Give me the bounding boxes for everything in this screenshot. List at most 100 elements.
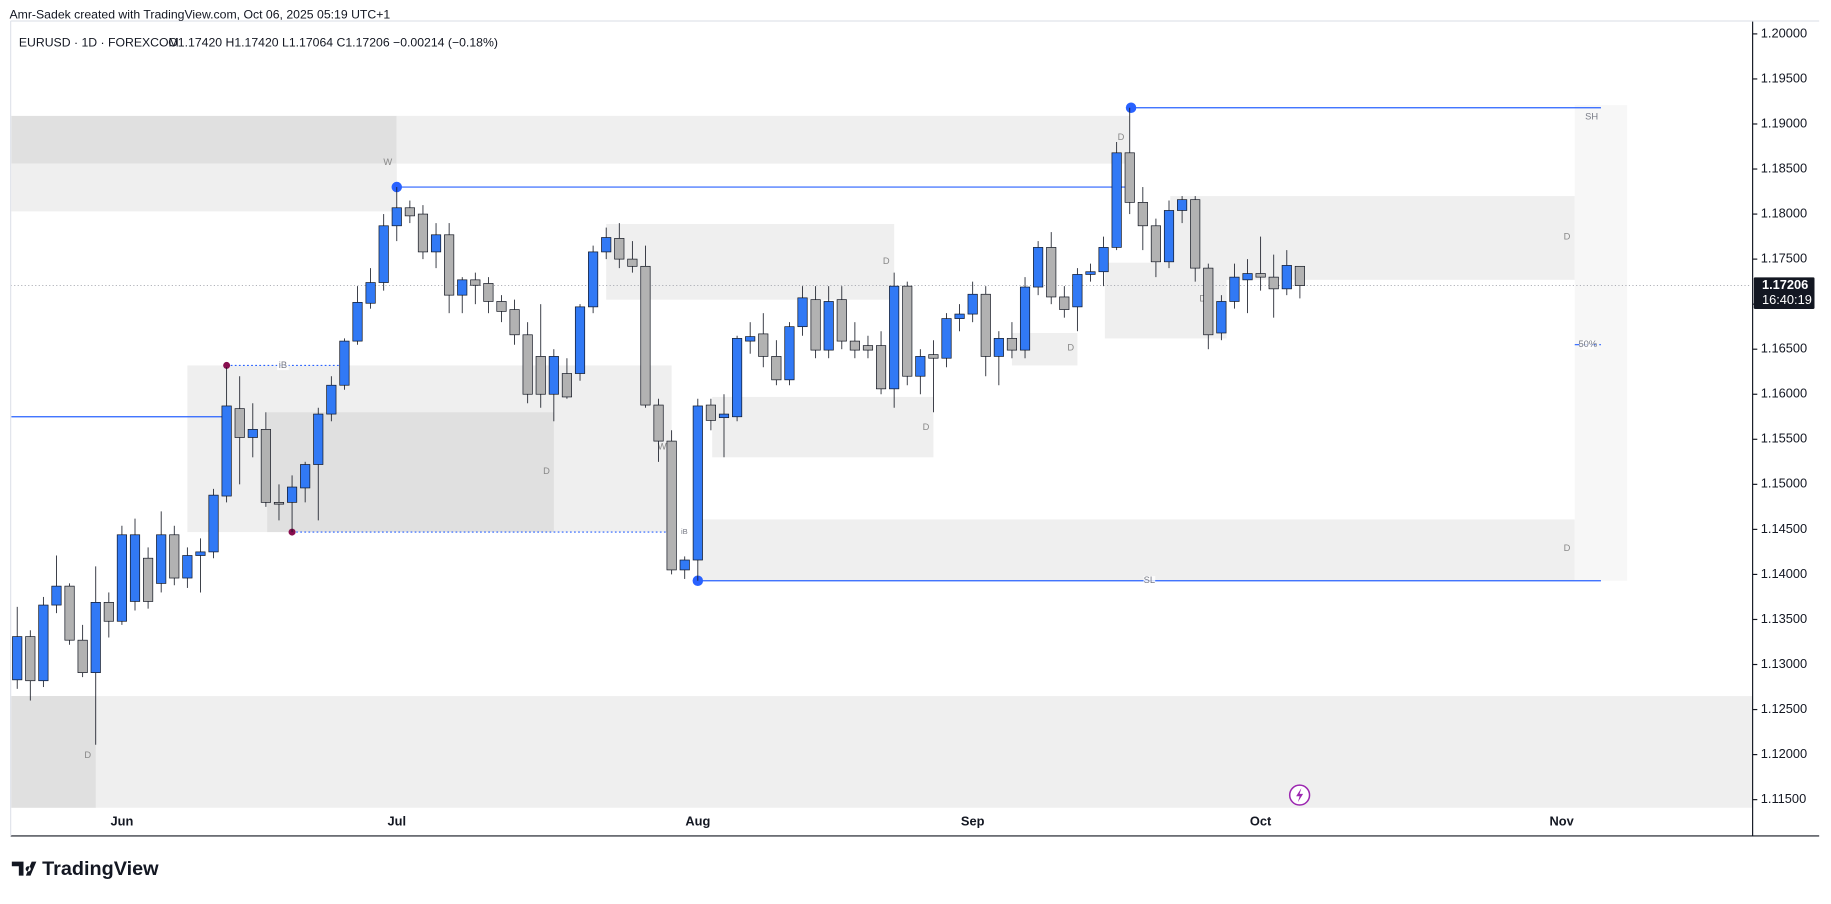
lightning-icon[interactable]: [1288, 784, 1311, 806]
candle-body: [640, 265, 651, 406]
candle-body: [692, 405, 703, 561]
y-tick-label: 1.18000: [1761, 205, 1807, 220]
x-tick-label: Sep: [961, 813, 985, 828]
candle-body: [1033, 247, 1044, 288]
candle-body: [614, 238, 625, 260]
candle-body: [1190, 199, 1201, 269]
candle-body: [1268, 276, 1279, 290]
candle-body: [103, 602, 114, 622]
level-label-bg: [1582, 340, 1594, 350]
candle-body: [1281, 265, 1292, 290]
candle-body: [444, 234, 455, 296]
brand-logo: [11, 861, 37, 876]
zone: [712, 396, 934, 458]
candle-body: [313, 413, 324, 465]
zone: [11, 696, 1753, 808]
ohlc: O1.17420 H1.17420 L1.17064 C1.17206 −0.0…: [168, 35, 498, 49]
brand: TradingView: [11, 858, 159, 880]
candle-body: [902, 285, 913, 377]
x-tick-label: Jun: [111, 813, 134, 828]
candle-body: [208, 494, 219, 553]
candle-body: [51, 585, 62, 606]
zone: [11, 696, 96, 808]
candle-body: [64, 585, 75, 641]
candle-body: [1046, 247, 1057, 298]
y-tick-label: 1.14000: [1761, 566, 1807, 581]
candle-body: [1163, 210, 1175, 263]
level-label: iB: [681, 527, 688, 536]
candle-body: [300, 464, 311, 489]
candle-body: [221, 405, 232, 497]
candle-body: [470, 279, 481, 286]
candle-body: [273, 502, 285, 505]
candle-body: [784, 326, 795, 381]
candle-body: [679, 559, 690, 571]
candle-body: [182, 555, 193, 579]
level-label-bg: [277, 360, 289, 371]
candle-body: [339, 340, 350, 386]
candle-body: [980, 293, 991, 357]
x-tick-label: Oct: [1250, 813, 1272, 828]
candle-body: [993, 338, 1004, 357]
candle-body: [1229, 276, 1240, 302]
annotation: D: [1118, 132, 1125, 142]
annotation: D: [543, 466, 550, 476]
last-price-label: 1.17206: [1762, 277, 1808, 292]
candle-body: [627, 258, 638, 267]
candle-body: [954, 313, 965, 319]
candle-body: [12, 636, 23, 681]
candle-body: [1059, 296, 1070, 310]
x-tick-label: Jul: [388, 813, 407, 828]
candle-body: [889, 285, 900, 390]
y-tick-label: 1.11500: [1761, 791, 1806, 806]
candle-body: [417, 213, 429, 253]
y-tick-label: 1.12500: [1761, 701, 1807, 716]
candle-body: [1072, 274, 1083, 308]
candle-body: [143, 557, 154, 602]
candles: [12, 107, 1305, 745]
candle-body: [745, 336, 756, 342]
candle-body: [666, 440, 677, 571]
candle-body: [928, 354, 939, 359]
candle-body: [169, 534, 180, 579]
candle-body: [941, 318, 952, 359]
y-tick-label: 1.18500: [1761, 160, 1807, 175]
candle-body: [732, 338, 743, 418]
candle-body: [457, 279, 468, 296]
y-tick-label: 1.16500: [1761, 341, 1807, 356]
x-tick-label: Aug: [685, 813, 710, 828]
candle-body: [718, 413, 730, 419]
y-tick-label: 1.15500: [1761, 431, 1807, 446]
candle-body: [365, 282, 376, 304]
candle-body: [38, 604, 49, 682]
annotation: W: [383, 157, 392, 167]
candle-body: [77, 639, 88, 673]
candle-body: [352, 302, 363, 342]
candle-body: [430, 234, 442, 253]
level-label: iB: [279, 360, 287, 370]
candle-body: [234, 408, 245, 438]
candle-body: [561, 373, 572, 398]
annotation: D: [923, 422, 930, 432]
zone: [11, 115, 397, 164]
candle-body: [1216, 301, 1227, 334]
candle-body: [247, 429, 258, 438]
candle-body: [1085, 271, 1096, 275]
candle-body: [849, 340, 860, 351]
y-tick-label: 1.16000: [1761, 386, 1807, 401]
last-price-tag: [1753, 277, 1815, 309]
candle-body: [1177, 199, 1188, 211]
candle-body: [287, 486, 298, 503]
y-tick-label: 1.15000: [1761, 476, 1807, 491]
y-tick-label: 1.19000: [1761, 115, 1807, 130]
candle-body: [862, 345, 874, 351]
candle-body: [509, 309, 520, 336]
icon-bolt[interactable]: [1296, 788, 1304, 803]
candle-body: [1255, 273, 1266, 278]
candle-body: [116, 534, 127, 622]
zone: [1170, 196, 1575, 280]
candle-body: [326, 384, 337, 415]
candle-body: [378, 225, 389, 283]
candle-body: [1137, 202, 1148, 227]
